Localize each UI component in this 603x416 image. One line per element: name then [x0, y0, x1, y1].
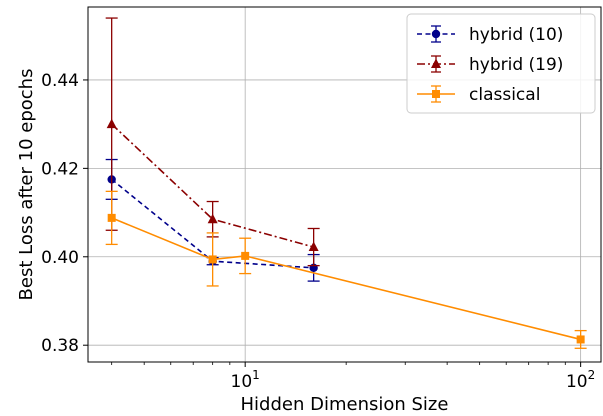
x-tick-label: 102	[566, 368, 595, 392]
data-point	[241, 251, 250, 260]
y-tick-label: 0.44	[41, 71, 79, 91]
data-point	[576, 335, 585, 344]
series-2	[105, 190, 587, 349]
plot-area-frame	[87, 6, 602, 363]
data-point	[207, 213, 218, 224]
legend-label: classical	[469, 85, 540, 105]
x-axis-label: Hidden Dimension Size	[241, 394, 449, 415]
legend-marker	[431, 58, 441, 68]
legend-marker	[431, 29, 441, 39]
x-tick-label: 101	[231, 368, 260, 392]
legend-label: hybrid (10)	[469, 25, 563, 45]
data-point	[208, 255, 217, 264]
data-point	[308, 241, 319, 252]
legend-box	[406, 13, 596, 114]
legend-entry: hybrid (19)	[417, 55, 563, 75]
legend-entry: classical	[417, 85, 540, 105]
legend-marker	[432, 90, 440, 98]
legend-label: hybrid (19)	[469, 55, 563, 75]
series-line	[111, 123, 314, 248]
legend: hybrid (10) hybrid (19) classical	[406, 13, 596, 114]
y-axis-label: Best Loss after 10 epochs	[16, 69, 37, 301]
legend-entry: hybrid (10)	[417, 25, 563, 45]
axes: 0.38 0.40 0.42 0.44 101 102	[41, 71, 595, 392]
y-tick-label: 0.40	[41, 248, 79, 268]
series-line	[111, 217, 581, 341]
series-layer	[105, 17, 587, 349]
y-tick-label: 0.42	[41, 159, 79, 179]
series-1	[105, 17, 320, 267]
y-tick-label: 0.38	[41, 336, 79, 356]
data-point	[107, 213, 116, 222]
data-point	[106, 118, 117, 129]
